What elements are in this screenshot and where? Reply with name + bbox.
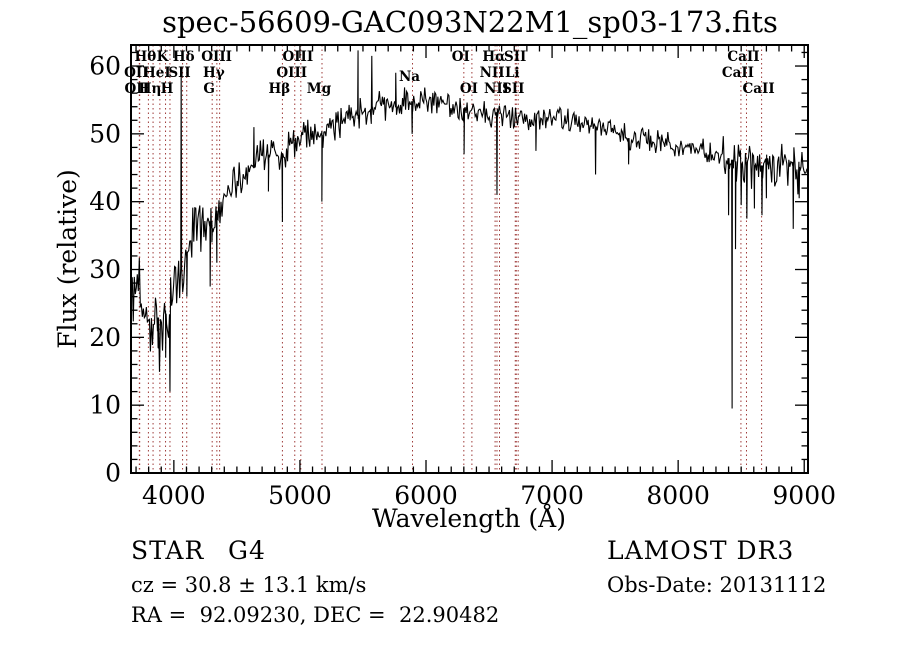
y-tick-label: 30	[89, 255, 121, 284]
plot-border	[130, 44, 809, 474]
spectral-line-label: NII	[480, 65, 505, 81]
cz-velocity-text: cz = 30.8 ± 13.1 km/s	[131, 573, 366, 597]
spectral-line-label: K	[157, 49, 170, 65]
y-tick-label: 40	[89, 187, 121, 216]
spectral-line-label: Hδ	[173, 49, 195, 65]
y-tick-label: 0	[105, 459, 121, 488]
spectral-line-label: SII	[504, 49, 526, 65]
spectral-line-label: Li	[505, 65, 520, 81]
spectral-line-label: OIII	[201, 49, 232, 65]
spectral-line-label: G	[203, 81, 215, 97]
spectral-line-label: CaII	[727, 49, 759, 65]
ra-dec-text: RA = 92.09230, DEC = 22.90482	[131, 603, 499, 627]
spectral-line-label: Hθ	[135, 49, 157, 65]
x-tick-label: 5000	[268, 481, 332, 510]
x-axis-label: Wavelength (Å)	[372, 503, 566, 533]
y-axis-label: Flux (relative)	[53, 169, 82, 349]
spectral-line-label: CaII	[743, 81, 775, 97]
survey-release-label: LAMOST DR3	[607, 536, 794, 565]
spectral-line-label: SII	[502, 81, 524, 97]
x-tick-label: 8000	[646, 481, 710, 510]
axis-tick-labels: 4000 5000 6000 7000 8000 9000 0 10 20 30 40 50 60	[89, 52, 836, 510]
x-tick-label: 7000	[520, 481, 584, 510]
spectral-line-label: OIII	[276, 65, 307, 81]
spectrum-trace	[130, 50, 808, 409]
spectral-line-label: OI	[460, 81, 478, 97]
spectral-line-label: HeI	[143, 65, 171, 81]
plot-title: spec-56609-GAC093N22M1_sp03-173.fits	[162, 5, 778, 40]
spectral-line-label: Hη	[139, 81, 162, 97]
spectral-line-label: Na	[399, 69, 420, 85]
x-tick-label: 9000	[772, 481, 836, 510]
spectral-line-label: OIII	[282, 49, 313, 65]
y-tick-label: 20	[89, 323, 121, 352]
y-tick-label: 60	[89, 52, 121, 81]
y-tick-label: 50	[89, 119, 121, 148]
spectral-line-label: Hα	[482, 49, 506, 65]
spectral-line-label: Hγ	[203, 65, 225, 81]
x-tick-label: 4000	[142, 481, 206, 510]
x-tick-label: 6000	[394, 481, 458, 510]
spectral-line-markers	[138, 45, 763, 473]
obs-date-text: Obs-Date: 20131112	[607, 573, 826, 597]
spectral-line-label: NII	[484, 81, 509, 97]
spectral-line-label: CaII	[722, 65, 754, 81]
spectral-line-label: H	[161, 81, 174, 97]
spectral-line-label: Hβ	[269, 81, 291, 97]
y-tick-label: 10	[89, 391, 121, 420]
spectral-line-label: Mg	[307, 81, 332, 97]
object-subclass-label: G4	[228, 536, 266, 565]
spectral-line-label: OI	[452, 49, 470, 65]
object-class-label: STAR	[131, 536, 204, 565]
spectral-line-label: SII	[168, 65, 190, 81]
